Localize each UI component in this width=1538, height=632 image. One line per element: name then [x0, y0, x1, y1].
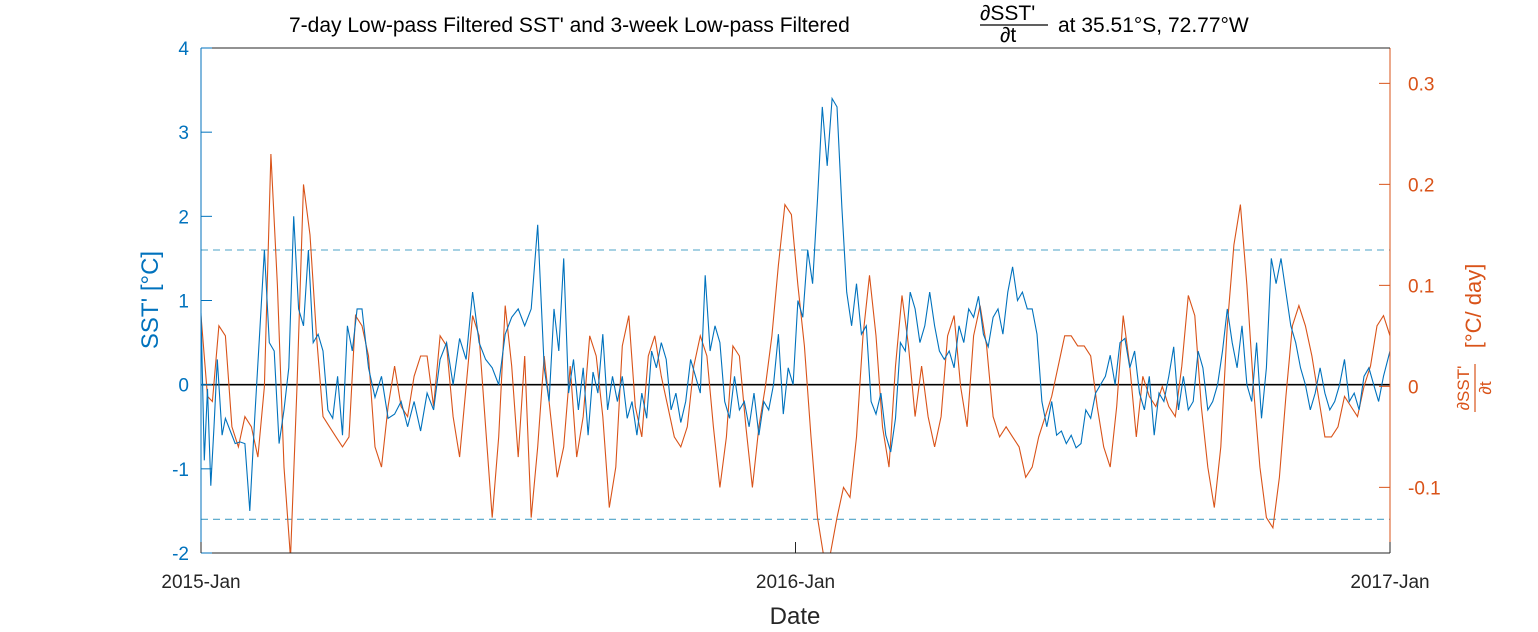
right-y-axis-label: ∂SST' ∂t [°C/ day] [1454, 264, 1495, 412]
sst-anomaly-series-line [201, 96, 1390, 511]
x-tick-label-2: 2017-Jan [1350, 572, 1429, 593]
chart-title: 7-day Low-pass Filtered SST' and 3-week … [289, 2, 1249, 47]
x-tick-label-1: 2016-Jan [756, 572, 835, 593]
plot-area [201, 48, 1390, 553]
x-axis-label: Date [770, 603, 821, 630]
dsst-dt-series-line [201, 153, 1390, 553]
right-label-frac-denominator: ∂t [1476, 381, 1495, 394]
right-tick-label-0: -0.1 [1408, 478, 1441, 499]
threshold-lines [201, 249, 1390, 520]
right-label-frac-numerator: ∂SST' [1454, 366, 1473, 411]
right-tick-label-2: 0.1 [1408, 276, 1434, 297]
right-y-ticks: -0.1 0 0.1 0.2 0.3 [1379, 74, 1441, 499]
left-tick-label-5: 3 [178, 123, 189, 144]
right-tick-label-4: 0.3 [1408, 74, 1434, 95]
left-tick-label-4: 2 [178, 207, 189, 228]
title-part1: 7-day Low-pass Filtered SST' and 3-week … [289, 14, 850, 37]
left-tick-label-2: 0 [178, 376, 189, 397]
left-tick-label-6: 4 [178, 39, 189, 60]
right-label-units: [°C/ day] [1461, 264, 1486, 349]
x-tick-label-0: 2015-Jan [161, 572, 240, 593]
left-y-axis-label: SST' [°C] [137, 251, 164, 349]
x-ticks: 2015-Jan 2016-Jan 2017-Jan [161, 542, 1430, 593]
right-tick-label-1: 0 [1408, 377, 1419, 398]
title-part2: at 35.51°S, 72.77°W [1058, 14, 1249, 37]
title-frac-numerator: ∂SST' [980, 2, 1035, 25]
left-tick-label-0: -2 [172, 544, 189, 565]
left-tick-label-1: -1 [172, 460, 189, 481]
left-y-ticks: -2 -1 0 1 2 3 4 [172, 39, 212, 565]
left-tick-label-3: 1 [178, 292, 189, 313]
right-tick-label-3: 0.2 [1408, 175, 1434, 196]
title-frac-denominator: ∂t [1000, 24, 1016, 47]
